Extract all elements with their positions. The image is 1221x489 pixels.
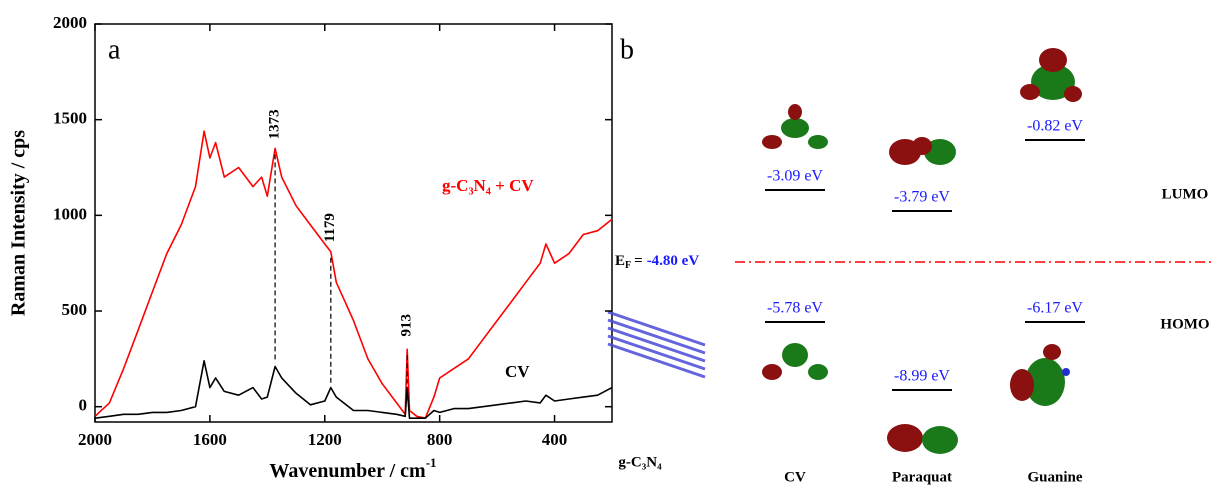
homo-energy: -8.99 eV bbox=[894, 368, 950, 385]
legend-label: g-C₃N₄ + CV bbox=[442, 176, 534, 195]
lumo-energy: -3.09 eV bbox=[767, 168, 823, 185]
substrate-sheet bbox=[607, 310, 706, 379]
fermi-equals: = bbox=[634, 253, 643, 269]
x-tick-label: 400 bbox=[542, 430, 568, 449]
peak-label: 1179 bbox=[322, 213, 338, 242]
lumo-energy: -3.79 eV bbox=[894, 189, 950, 206]
series-line bbox=[94, 360, 613, 419]
y-tick-label: 500 bbox=[62, 300, 88, 319]
x-tick-label: 2000 bbox=[78, 430, 112, 449]
legend-label: CV bbox=[505, 362, 530, 381]
lumo-energy: -0.82 eV bbox=[1027, 118, 1083, 135]
molecule-name: Paraquat bbox=[892, 469, 952, 485]
y-axis-label: Raman Intensity / cps bbox=[8, 130, 30, 316]
y-tick-label: 0 bbox=[79, 396, 88, 415]
y-tick-label: 2000 bbox=[53, 13, 87, 32]
x-axis-label-main: Wavenumber / cm bbox=[269, 460, 426, 482]
lumo-label: LUMO bbox=[1162, 186, 1209, 202]
x-tick-label: 1600 bbox=[193, 430, 227, 449]
energy-diagram: b LUMO HOMO EF = -4.80 eV g-C₃N₄ bbox=[607, 34, 1212, 470]
substrate-label: g-C₃N₄ bbox=[618, 454, 662, 470]
molecule-name: CV bbox=[784, 469, 806, 485]
x-tick-label: 1200 bbox=[308, 430, 342, 449]
x-axis-label-sup: -1 bbox=[426, 455, 437, 470]
series-line bbox=[94, 130, 613, 419]
peak-label: 913 bbox=[399, 314, 415, 337]
fermi-subscript: F bbox=[625, 260, 631, 271]
y-tick-label: 1500 bbox=[53, 109, 87, 128]
panel-label: b bbox=[620, 34, 634, 65]
x-axis-label: Wavenumber / cm-1 bbox=[269, 455, 436, 482]
y-tick-label: 1000 bbox=[53, 204, 87, 223]
fermi-symbol: E bbox=[615, 253, 625, 269]
homo-energy: -6.17 eV bbox=[1027, 300, 1083, 317]
homo-label: HOMO bbox=[1160, 316, 1209, 332]
molecule-name: Guanine bbox=[1027, 469, 1082, 485]
x-tick-label: 800 bbox=[427, 430, 453, 449]
peak-label: 1373 bbox=[267, 109, 283, 139]
fermi-value: -4.80 eV bbox=[647, 253, 700, 269]
plot-frame bbox=[94, 23, 613, 423]
orbital-icons bbox=[762, 48, 1082, 454]
homo-energy: -5.78 eV bbox=[767, 300, 823, 317]
panel-label: a bbox=[108, 34, 121, 65]
fermi-label: EF = -4.80 eV bbox=[615, 253, 699, 271]
